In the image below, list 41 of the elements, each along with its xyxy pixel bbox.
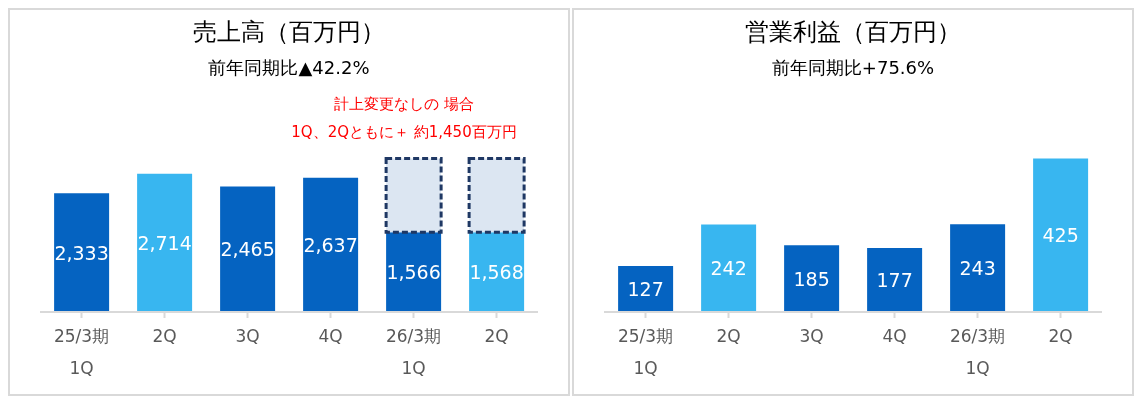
bar [467,156,526,234]
x-tick-label: 3Q [235,326,260,346]
data-label: 425 [1042,224,1079,247]
bar [384,157,443,234]
chart-subtitle: 前年同期比▲42.2% [207,56,371,80]
data-label: 127 [627,278,664,301]
x-tick-label: 2Q [484,326,509,346]
x-tick-label: 2Q [152,326,177,346]
x-tick-label: 2Q [1048,326,1073,346]
bar [950,224,1006,312]
x-tick-label: 4Q [318,326,343,346]
bar [303,177,359,312]
data-label: 185 [793,267,830,290]
x-tick-label: 26/3期 1Q [385,326,442,378]
bar [701,224,757,312]
bar [867,248,923,312]
x-tick-label: 3Q [799,326,824,346]
data-label: 242 [710,257,747,280]
x-tick-label: 25/3期 1Q [53,326,110,378]
chart-title: 売上高（百万円） [192,17,386,48]
data-label: 1,568 [469,261,524,284]
data-label: 1,566 [386,261,441,284]
x-tick-label: 25/3期 1Q [617,326,674,378]
bar [618,266,674,312]
data-label: 2,333 [54,241,109,264]
data-label: 2,714 [137,231,192,254]
x-tick-label: 26/3期 1Q [949,326,1006,378]
bar [137,173,193,312]
bar [54,193,110,312]
bar [1033,158,1089,312]
text: 計上変更なしの 場合 1Q、2Qともに＋ 約1,450百万円 [290,94,518,143]
x-tick-label: 2Q [716,326,741,346]
bar [220,186,276,312]
data-label: 2,465 [220,238,275,261]
data-label: 243 [959,257,996,280]
bar [784,245,840,312]
chart-subtitle: 前年同期比+75.6% [770,56,936,80]
data-label: 2,637 [303,233,358,256]
x-tick-label: 4Q [882,326,907,346]
data-label: 177 [876,269,913,292]
chart-title: 営業利益（百万円） [744,17,962,48]
